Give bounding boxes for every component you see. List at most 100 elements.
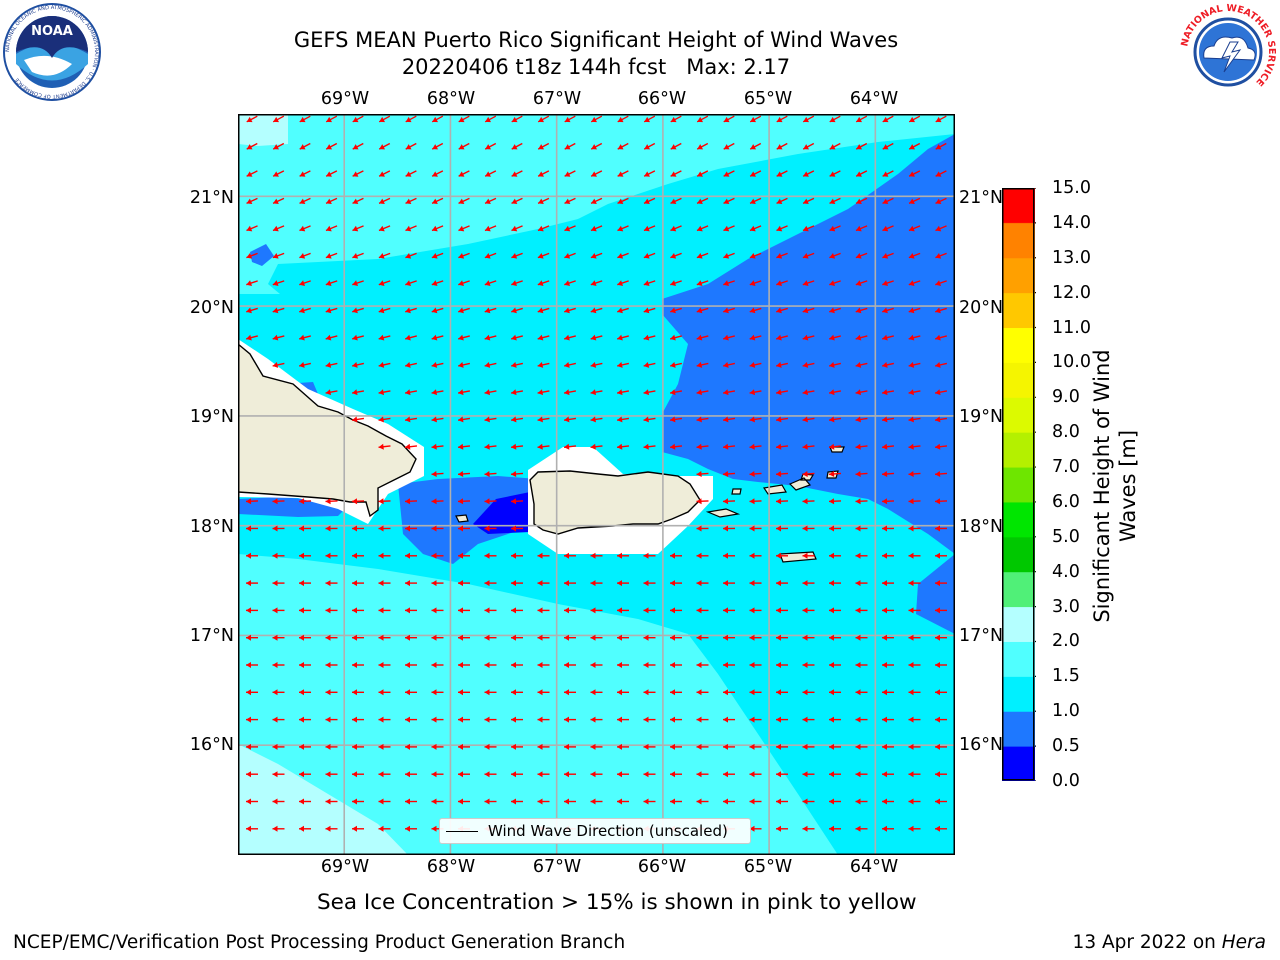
wave-arrow	[431, 689, 444, 696]
wave-arrow	[537, 389, 550, 396]
wave-arrow	[829, 716, 841, 723]
wave-arrow	[776, 798, 788, 805]
wave-arrow	[643, 197, 656, 205]
wave-arrow	[670, 634, 682, 641]
wave-arrow	[484, 689, 497, 696]
wave-arrow	[802, 225, 815, 232]
wave-arrow	[458, 662, 470, 668]
wave-arrow	[458, 607, 470, 614]
wave-arrow	[352, 689, 364, 696]
wave-arrow	[352, 662, 364, 668]
wave-arrow	[510, 443, 524, 450]
wave-arrow	[510, 389, 524, 396]
wave-arrow	[829, 689, 841, 696]
wave-arrow	[246, 225, 258, 232]
wave-arrow	[378, 498, 391, 505]
wave-arrow	[431, 142, 444, 150]
wave-arrow	[564, 115, 576, 123]
wave-arrow	[908, 689, 921, 696]
wave-arrow	[882, 170, 894, 177]
wave-arrow	[246, 662, 258, 668]
wave-arrow	[617, 607, 629, 614]
wave-arrow	[405, 743, 417, 750]
wave-arrow	[617, 307, 629, 314]
wave-arrow	[882, 334, 894, 341]
wave-arrow	[378, 580, 391, 587]
wave-arrow	[458, 334, 470, 341]
wave-arrow	[829, 225, 841, 232]
wave-arrow	[696, 443, 709, 450]
wave-arrow	[246, 825, 258, 832]
wave-arrow	[537, 197, 550, 205]
wave-arrow	[272, 307, 285, 314]
wave-arrow	[458, 771, 470, 778]
colorbar-tick-label: 8.0	[1052, 422, 1080, 443]
lon-tick-top-68w: 68°W	[426, 89, 476, 109]
wave-band-1.5-2-south	[238, 554, 838, 855]
wave-arrow	[802, 580, 815, 587]
wave-arrow	[855, 607, 868, 614]
wave-arrow	[829, 743, 841, 750]
colorbar-tick-label: 5.0	[1052, 526, 1080, 547]
wave-arrow	[829, 771, 841, 778]
colorbar-tick-label: 14.0	[1052, 212, 1091, 233]
colorbar-band	[1002, 746, 1035, 781]
wave-arrow	[325, 334, 338, 341]
wave-arrow	[776, 280, 788, 286]
wave-arrow	[855, 771, 868, 778]
wave-arrow	[855, 716, 868, 723]
wave-arrow	[563, 416, 577, 423]
wave-arrow	[405, 580, 417, 587]
wave-arrow	[431, 389, 444, 396]
wave-arrow	[378, 662, 391, 668]
wave-arrow	[404, 416, 418, 423]
wave-arrow	[431, 743, 444, 750]
wave-arrow	[564, 552, 576, 559]
wave-arrow	[908, 825, 921, 832]
colorbar	[1002, 188, 1036, 781]
land-hispaniola	[238, 343, 417, 518]
wave-arrow	[272, 334, 285, 341]
wave-arrow	[484, 662, 497, 668]
wave-arrow	[246, 607, 258, 614]
wave-arrow	[431, 470, 444, 477]
wave-arrow	[882, 689, 894, 696]
wave-arrow	[670, 689, 682, 696]
land-virgin-islands	[731, 446, 845, 495]
wave-arrow	[828, 525, 842, 532]
wave-arrow	[617, 552, 629, 559]
wave-arrow	[325, 170, 338, 177]
wave-arrow	[749, 334, 762, 341]
wave-arrow	[590, 552, 603, 559]
wave-arrow	[484, 389, 497, 396]
wave-arrow	[511, 662, 523, 668]
lat-tick-left-21n: 21°N	[189, 188, 234, 208]
wave-arrow	[935, 280, 947, 286]
wave-arrow	[935, 252, 947, 259]
wave-arrow	[723, 115, 735, 123]
colorbar-band	[1002, 571, 1035, 608]
wave-arrow	[749, 552, 762, 559]
wave-arrow	[696, 142, 709, 150]
wave-arrow	[723, 662, 735, 668]
wave-arrow	[590, 798, 603, 805]
wave-arrow	[855, 389, 868, 396]
wave-arrow	[378, 334, 391, 341]
wave-arrow	[908, 334, 921, 341]
wave-arrow	[643, 416, 656, 423]
wave-arrow	[908, 307, 921, 314]
wave-arrow	[457, 443, 471, 450]
wave-arrow	[723, 142, 735, 150]
colorbar-band	[1002, 606, 1035, 642]
wave-arrow	[908, 634, 921, 641]
wave-arrow	[617, 743, 629, 750]
wave-band-2-3-sw	[238, 744, 408, 855]
land-vieques	[705, 508, 741, 518]
wave-arrow	[749, 170, 762, 177]
wave-arrow	[564, 170, 576, 177]
wave-arrow	[829, 170, 841, 177]
wave-arrow	[590, 443, 603, 450]
wave-arrow	[908, 716, 921, 723]
wave-arrow	[749, 197, 762, 205]
wave-arrow	[643, 170, 656, 177]
